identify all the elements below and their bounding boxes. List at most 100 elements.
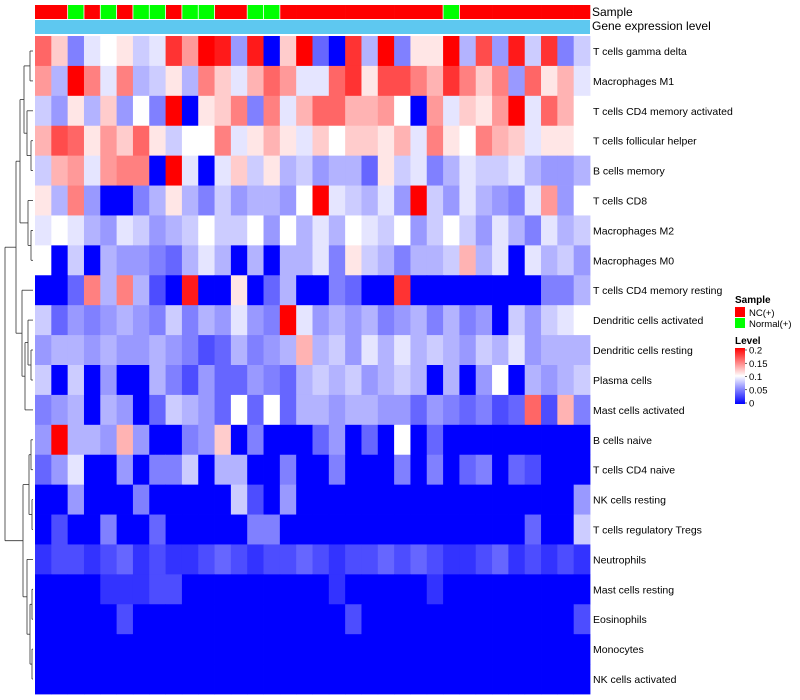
- sample-annotation-label: Sample: [592, 5, 633, 19]
- heatmap-cell: [116, 275, 134, 306]
- heatmap-cell: [296, 604, 313, 635]
- sample-annotation-cell: [312, 5, 330, 19]
- heatmap-cell: [410, 125, 428, 157]
- heatmap-cell: [279, 544, 297, 575]
- heatmap-cell: [116, 484, 134, 515]
- sample-annotation-cell: [508, 5, 526, 19]
- heatmap-cell: [361, 155, 379, 186]
- heatmap-cell: [165, 305, 183, 336]
- heatmap-cell: [459, 454, 477, 486]
- heatmap-cell: [410, 394, 428, 426]
- heatmap-cell: [149, 454, 166, 486]
- heatmap-cell: [132, 335, 150, 366]
- heatmap-cell: [198, 305, 215, 336]
- heatmap-cell: [35, 155, 52, 186]
- heatmap-cell: [541, 305, 558, 336]
- heatmap-cell: [181, 634, 199, 665]
- heatmap-cell: [443, 125, 460, 157]
- heatmap-cell: [312, 275, 330, 306]
- heatmap-cell: [100, 574, 118, 605]
- heatmap-cell: [230, 454, 248, 486]
- heatmap-cell: [475, 305, 493, 336]
- heatmap-cell: [394, 424, 411, 456]
- heatmap-cell: [328, 365, 346, 396]
- heatmap-cell: [377, 544, 395, 575]
- heatmap-cell: [83, 185, 101, 216]
- row-label: T cells regulatory Tregs: [593, 525, 702, 537]
- heatmap-cell: [361, 514, 379, 545]
- heatmap-cell: [475, 604, 493, 635]
- heatmap-cell: [492, 394, 509, 426]
- heatmap-cell: [263, 65, 281, 97]
- heatmap-cell: [426, 664, 444, 695]
- heatmap-cell: [361, 544, 379, 575]
- heatmap-cell: [132, 305, 150, 336]
- heatmap-cell: [475, 664, 493, 695]
- heatmap-cell: [100, 544, 118, 575]
- heatmap-cell: [214, 215, 232, 246]
- heatmap-cell: [312, 305, 330, 336]
- heatmap-cell: [557, 155, 575, 186]
- heatmap-cell: [263, 484, 281, 515]
- heatmap-cell: [508, 215, 526, 246]
- heatmap-cell: [83, 155, 101, 186]
- heatmap-cell: [475, 394, 493, 426]
- heatmap-cell: [198, 574, 215, 605]
- sample-annotation-cell: [328, 5, 346, 19]
- heatmap-cell: [247, 394, 264, 426]
- heatmap-cell: [100, 185, 118, 216]
- heatmap-cell: [263, 275, 281, 306]
- heatmap-cell: [296, 335, 313, 366]
- heatmap-cell: [83, 544, 101, 575]
- heatmap-cell: [573, 454, 591, 486]
- heatmap-cell: [149, 275, 166, 306]
- heatmap-cell: [296, 245, 313, 276]
- heatmap-cell: [377, 365, 395, 396]
- heatmap-cell: [132, 275, 150, 306]
- legend: Sample NC(+)Normal(+) Level 0.20.150.10.…: [735, 295, 792, 410]
- sample-annotation-cell: [296, 5, 313, 19]
- heatmap-cell: [557, 215, 575, 246]
- heatmap-cell: [116, 185, 134, 216]
- heatmap-cell: [51, 604, 69, 635]
- heatmap-cell: [312, 155, 330, 186]
- heatmap-cell: [410, 604, 428, 635]
- heatmap-cell: [279, 95, 297, 127]
- heatmap-cell: [247, 454, 264, 486]
- heatmap-cell: [230, 424, 248, 456]
- heatmap-cell: [230, 634, 248, 665]
- heatmap-cell: [426, 305, 444, 336]
- heatmap-cell: [116, 424, 134, 456]
- heatmap-cell: [67, 155, 85, 186]
- heatmap-cell: [410, 514, 428, 545]
- heatmap-cell: [443, 574, 460, 605]
- heatmap-cell: [165, 604, 183, 635]
- heatmap-cell: [279, 305, 297, 336]
- heatmap-cell: [51, 245, 69, 276]
- heatmap-cell: [492, 65, 509, 97]
- heatmap-cell: [51, 365, 69, 396]
- heatmap-cell: [116, 365, 134, 396]
- heatmap-cell: [312, 215, 330, 246]
- heatmap-cell: [557, 365, 575, 396]
- heatmap-cell: [426, 275, 444, 306]
- heatmap-cell: [35, 125, 52, 157]
- heatmap-cell: [394, 574, 411, 605]
- heatmap-cell: [475, 454, 493, 486]
- heatmap-cell: [459, 36, 477, 67]
- heatmap-cell: [573, 185, 591, 216]
- heatmap-cell: [492, 424, 509, 456]
- heatmap-cell: [67, 424, 85, 456]
- heatmap-cell: [165, 65, 183, 97]
- row-label: Dendritic cells activated: [593, 315, 703, 327]
- heatmap-cell: [573, 484, 591, 515]
- heatmap-cell: [524, 245, 542, 276]
- heatmap-cell: [181, 155, 199, 186]
- heatmap-cell: [149, 634, 166, 665]
- heatmap-cell: [361, 95, 379, 127]
- heatmap-cell: [67, 365, 85, 396]
- heatmap-cell: [83, 245, 101, 276]
- heatmap-cell: [508, 664, 526, 695]
- heatmap-cell: [67, 604, 85, 635]
- heatmap-cell: [83, 65, 101, 97]
